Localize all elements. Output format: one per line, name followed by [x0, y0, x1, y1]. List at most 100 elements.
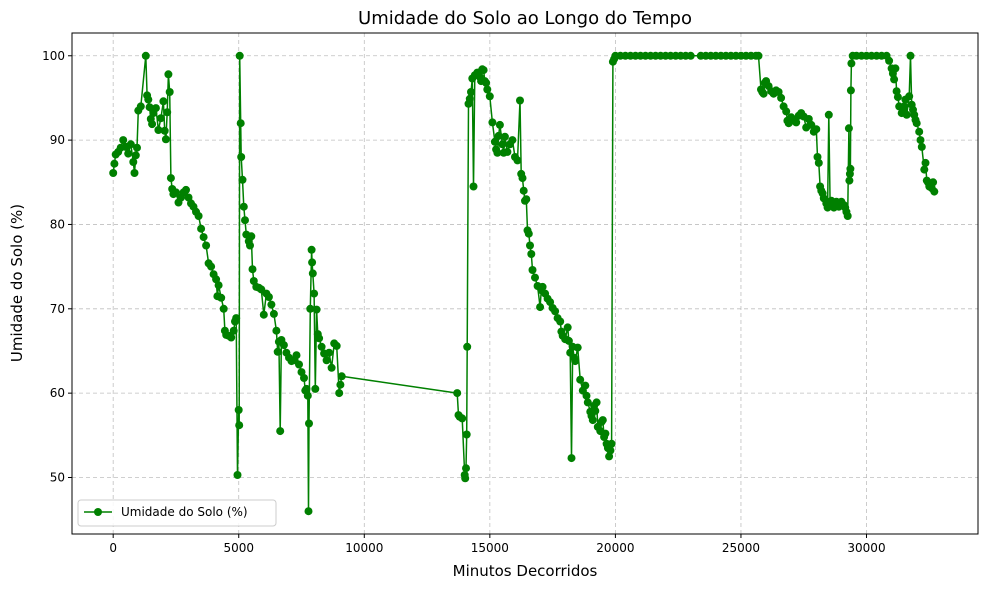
data-point — [131, 151, 140, 160]
data-point — [498, 140, 507, 149]
data-point — [303, 391, 312, 400]
data-point — [159, 97, 168, 106]
data-point — [119, 136, 128, 145]
data-point — [493, 148, 502, 157]
data-point — [129, 158, 138, 166]
data-point — [592, 398, 601, 407]
y-tick-label: 80 — [50, 217, 65, 231]
data-point — [526, 241, 534, 250]
data-point — [151, 104, 160, 113]
data-point — [182, 185, 190, 194]
data-point — [317, 342, 326, 351]
data-point — [322, 356, 331, 365]
data-point — [598, 416, 607, 425]
data-point — [248, 265, 257, 274]
data-point — [607, 439, 616, 448]
data-point — [495, 120, 504, 129]
data-point — [199, 233, 208, 242]
legend: Umidade do Solo (%) — [77, 499, 277, 527]
data-point — [582, 391, 591, 400]
data-point — [109, 169, 118, 177]
data-point — [300, 374, 308, 382]
data-point — [311, 384, 320, 393]
data-point — [214, 281, 223, 290]
data-point — [461, 474, 470, 483]
data-point — [482, 78, 491, 87]
data-point — [754, 51, 763, 60]
data-point — [304, 507, 313, 516]
data-point — [141, 51, 150, 60]
data-point — [305, 419, 313, 428]
data-point — [556, 317, 565, 326]
data-point — [160, 126, 169, 135]
data-point — [233, 471, 242, 479]
data-point — [308, 269, 317, 278]
data-point — [217, 293, 226, 302]
data-point — [591, 406, 600, 415]
data-point — [295, 360, 303, 369]
data-point — [792, 118, 801, 127]
x-axis-label: Minutos Decorridos — [453, 562, 598, 580]
data-point — [269, 309, 278, 318]
data-point — [531, 273, 539, 282]
data-point — [247, 232, 256, 241]
data-point — [144, 95, 153, 104]
x-tick-label: 25000 — [722, 541, 760, 555]
data-point — [272, 326, 281, 335]
data-point — [229, 326, 238, 335]
data-point — [921, 158, 930, 167]
data-point — [844, 124, 853, 133]
data-point — [126, 140, 135, 149]
data-point — [154, 126, 163, 134]
data-point — [276, 427, 285, 436]
data-point — [503, 147, 512, 156]
data-point — [197, 224, 206, 233]
data-point — [494, 131, 503, 140]
data-point — [164, 70, 173, 79]
data-point — [912, 119, 921, 128]
x-tick-label: 15000 — [471, 541, 509, 555]
data-point — [172, 188, 180, 197]
data-point — [527, 250, 536, 258]
data-point — [483, 85, 492, 94]
data-point — [528, 266, 537, 274]
data-point — [335, 389, 344, 398]
x-tick-label: 20000 — [596, 541, 634, 555]
data-point — [551, 307, 560, 316]
data-point — [467, 88, 475, 96]
plot-frame — [71, 32, 979, 535]
data-point — [538, 282, 547, 291]
data-point — [513, 156, 522, 165]
data-point — [302, 384, 311, 393]
data-point — [163, 108, 172, 117]
data-point — [916, 136, 925, 145]
data-point — [165, 88, 174, 96]
data-point — [306, 304, 315, 313]
legend-label: Umidade do Solo (%) — [121, 505, 248, 519]
data-point — [843, 212, 852, 220]
series-layer — [109, 51, 939, 516]
legend-box — [77, 499, 277, 527]
data-point — [490, 137, 499, 146]
data-point — [588, 416, 597, 425]
data-point — [232, 314, 241, 323]
data-point — [573, 343, 582, 352]
data-point — [519, 186, 528, 195]
data-point — [219, 304, 228, 313]
data-point — [563, 323, 572, 332]
data-point — [576, 375, 585, 384]
data-point — [915, 127, 924, 136]
data-point — [469, 182, 478, 191]
data-point — [906, 51, 915, 60]
data-point — [332, 341, 341, 350]
data-point — [235, 421, 244, 430]
data-point — [917, 142, 926, 151]
y-axis-label: Umidade do Solo (%) — [8, 204, 26, 362]
data-point — [337, 372, 346, 381]
data-point — [246, 241, 254, 250]
y-axis-ticks: 50 60 70 80 90 100 — [42, 49, 72, 484]
data-point — [136, 102, 145, 111]
data-point — [759, 89, 768, 98]
